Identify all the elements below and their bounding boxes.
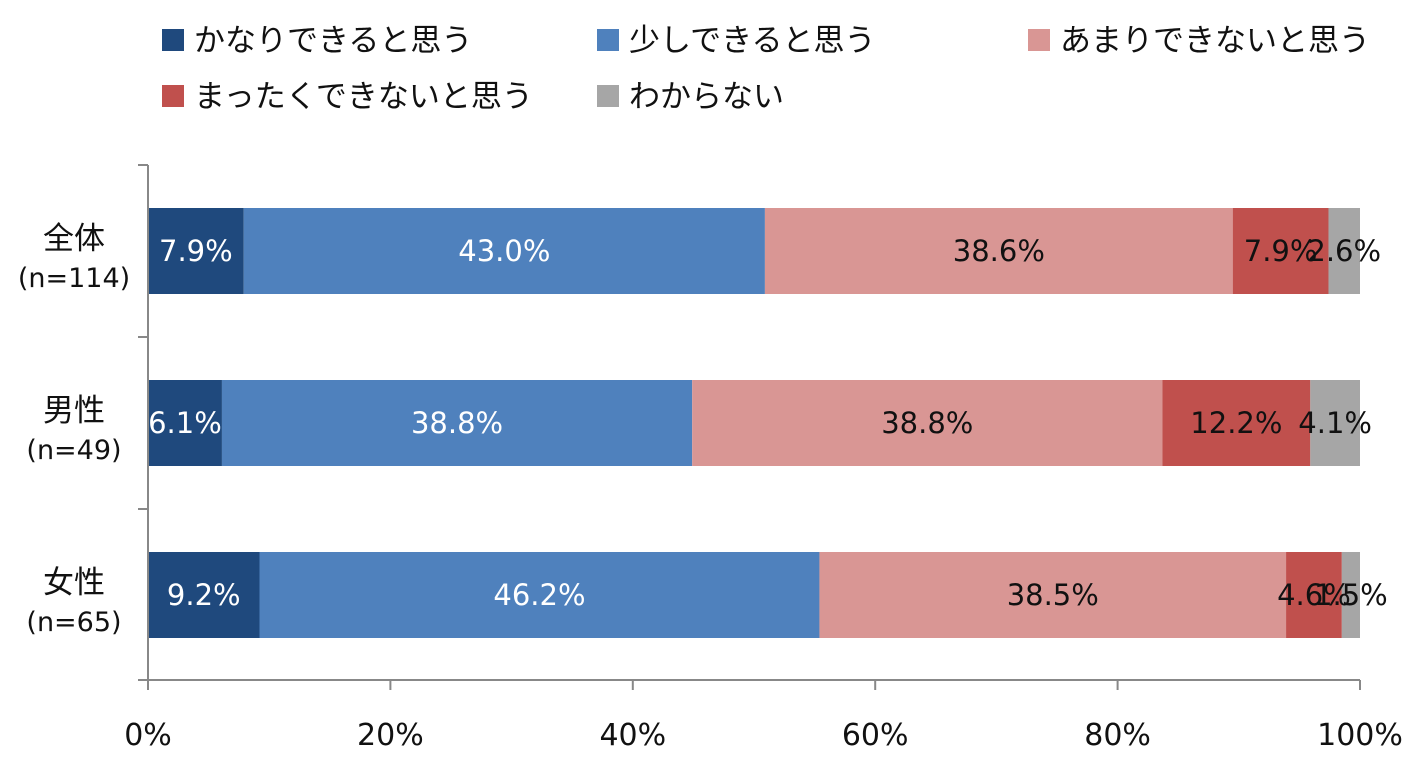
bar-segment — [1328, 208, 1360, 294]
data-label: 7.9% — [159, 234, 233, 268]
bar-segment — [148, 552, 260, 638]
bar-segment — [764, 208, 1233, 294]
legend-label: あまりできないと思う — [1060, 23, 1370, 59]
data-label: 7.9% — [1244, 234, 1318, 268]
data-label: 38.6% — [953, 234, 1045, 268]
x-tick-label: 60% — [842, 718, 909, 753]
data-label: 2.6% — [1307, 234, 1381, 268]
bar-segment — [1162, 380, 1311, 466]
bar-segment — [692, 380, 1163, 466]
bar-segment — [148, 208, 244, 294]
legend-label: わからない — [629, 79, 784, 115]
data-label: 38.5% — [1007, 578, 1099, 612]
x-tick-label: 100% — [1317, 718, 1403, 753]
category-label: 女性 — [43, 565, 105, 601]
legend-swatch — [162, 29, 184, 51]
data-label: 12.2% — [1190, 406, 1282, 440]
bar-segment — [819, 552, 1287, 638]
data-label: 38.8% — [411, 406, 503, 440]
legend-swatch — [1028, 29, 1050, 51]
data-label: 43.0% — [458, 234, 550, 268]
legend-swatch — [162, 85, 184, 107]
category-label: 全体 — [43, 221, 105, 257]
data-label: 46.2% — [493, 578, 585, 612]
legend-swatch — [597, 85, 619, 107]
category-label: 男性 — [43, 393, 105, 429]
data-label: 1.5% — [1314, 578, 1388, 612]
bar-segment — [1310, 380, 1360, 466]
x-tick-label: 80% — [1084, 718, 1151, 753]
category-n-label: (n=114) — [18, 263, 130, 294]
legend-swatch — [597, 29, 619, 51]
legend-label: まったくできないと思う — [194, 79, 533, 115]
legend-label: かなりできると思う — [194, 23, 472, 59]
legend-label: 少しできると思う — [629, 23, 875, 59]
data-label: 38.8% — [881, 406, 973, 440]
bar-segment — [148, 380, 222, 466]
bar-segment — [221, 380, 693, 466]
bar-segment — [1286, 552, 1342, 638]
data-label: 6.1% — [148, 406, 222, 440]
x-tick-label: 40% — [599, 718, 666, 753]
category-labels: 全体 (n=114) 男性 (n=49) 女性 (n=65) — [18, 221, 130, 638]
x-tick-label: 0% — [124, 718, 172, 753]
x-tick-label: 20% — [357, 718, 424, 753]
bar-segment — [243, 208, 765, 294]
data-label: 4.6% — [1277, 578, 1351, 612]
bar-segment — [1341, 552, 1360, 638]
axes: 0% 20% 40% 60% 80% 100% — [124, 164, 1403, 753]
category-n-label: (n=49) — [26, 435, 121, 466]
data-label: 4.1% — [1298, 406, 1372, 440]
bars — [148, 208, 1360, 638]
bar-segment — [259, 552, 820, 638]
category-n-label: (n=65) — [26, 607, 121, 638]
bar-segment — [1232, 208, 1329, 294]
data-labels: 7.9% 43.0% 38.6% 7.9%2.6%6.1% 38.8% 38.8% 12.2… — [148, 234, 1388, 612]
data-label: 9.2% — [167, 578, 241, 612]
